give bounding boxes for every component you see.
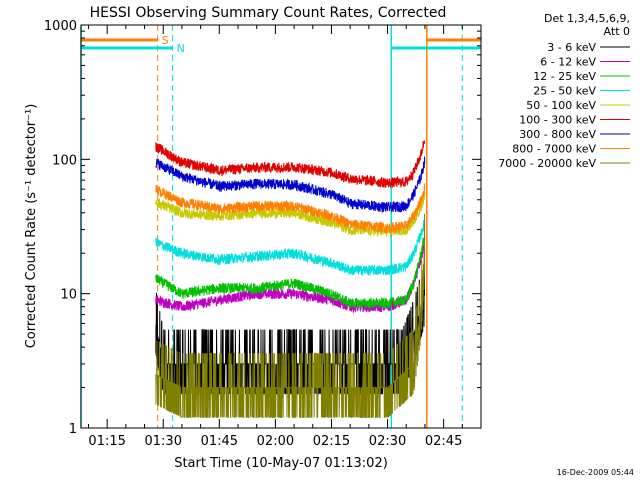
series-line [155, 219, 426, 276]
series-line [155, 156, 426, 213]
x-axis-label: Start Time (10-May-07 01:13:02) [174, 456, 388, 471]
series-line [155, 234, 426, 310]
series-line [155, 140, 426, 188]
legend-entry-label: 50 - 100 keV [526, 99, 596, 112]
series-line [155, 237, 426, 314]
legend: Det 1,3,4,5,6,9, Att 0 3 - 6 keV 6 - 12 k… [498, 12, 630, 170]
x-tick-label: 02:45 [425, 434, 462, 449]
plot-frame [80, 24, 482, 429]
night-marker-label: N [177, 42, 185, 55]
footer-date: 16-Dec-2009 05:44 [557, 468, 634, 477]
series-line [155, 183, 426, 234]
plot-marks: SN [80, 25, 481, 428]
legend-entry-label: 3 - 6 keV [547, 41, 596, 54]
legend-entry-label: 6 - 12 keV [540, 56, 596, 69]
legend-entry-label: 12 - 25 keV [533, 70, 596, 83]
legend-entry-label: 100 - 300 keV [519, 114, 596, 127]
x-tick-label: 02:00 [257, 434, 294, 449]
y-axis-label: Corrected Count Rate (s⁻¹ detector⁻¹) [24, 104, 39, 349]
legend-entry-label: 7000 - 20000 keV [498, 157, 596, 170]
series-line [155, 213, 426, 418]
y-tick-label: 1000 [44, 19, 77, 34]
y-tick-label: 100 [52, 153, 77, 168]
chart-title: HESSI Observing Summary Count Rates, Cor… [90, 5, 447, 21]
legend-entry-label: 300 - 800 keV [519, 128, 596, 141]
x-tick-label: 01:30 [145, 434, 182, 449]
y-tick-label: 10 [60, 288, 77, 303]
x-tick-label: 01:15 [88, 434, 125, 449]
x-tick-label: 02:30 [369, 434, 406, 449]
saa-marker-label: S [162, 34, 169, 47]
legend-entry-label: 25 - 50 keV [533, 85, 596, 98]
y-tick-label: 1 [69, 422, 77, 437]
legend-header-line-2: Att 0 [604, 25, 630, 38]
x-axis-ticks: 01:15 01:30 01:45 02:00 02:15 02:30 02:45 [87, 25, 463, 449]
legend-header-line-1: Det 1,3,4,5,6,9, [544, 12, 630, 25]
x-tick-label: 02:15 [313, 434, 350, 449]
y-axis-ticks: 1 10 100 1000 [44, 19, 481, 437]
x-tick-label: 01:45 [201, 434, 238, 449]
legend-entry-label: 800 - 7000 keV [512, 143, 596, 156]
